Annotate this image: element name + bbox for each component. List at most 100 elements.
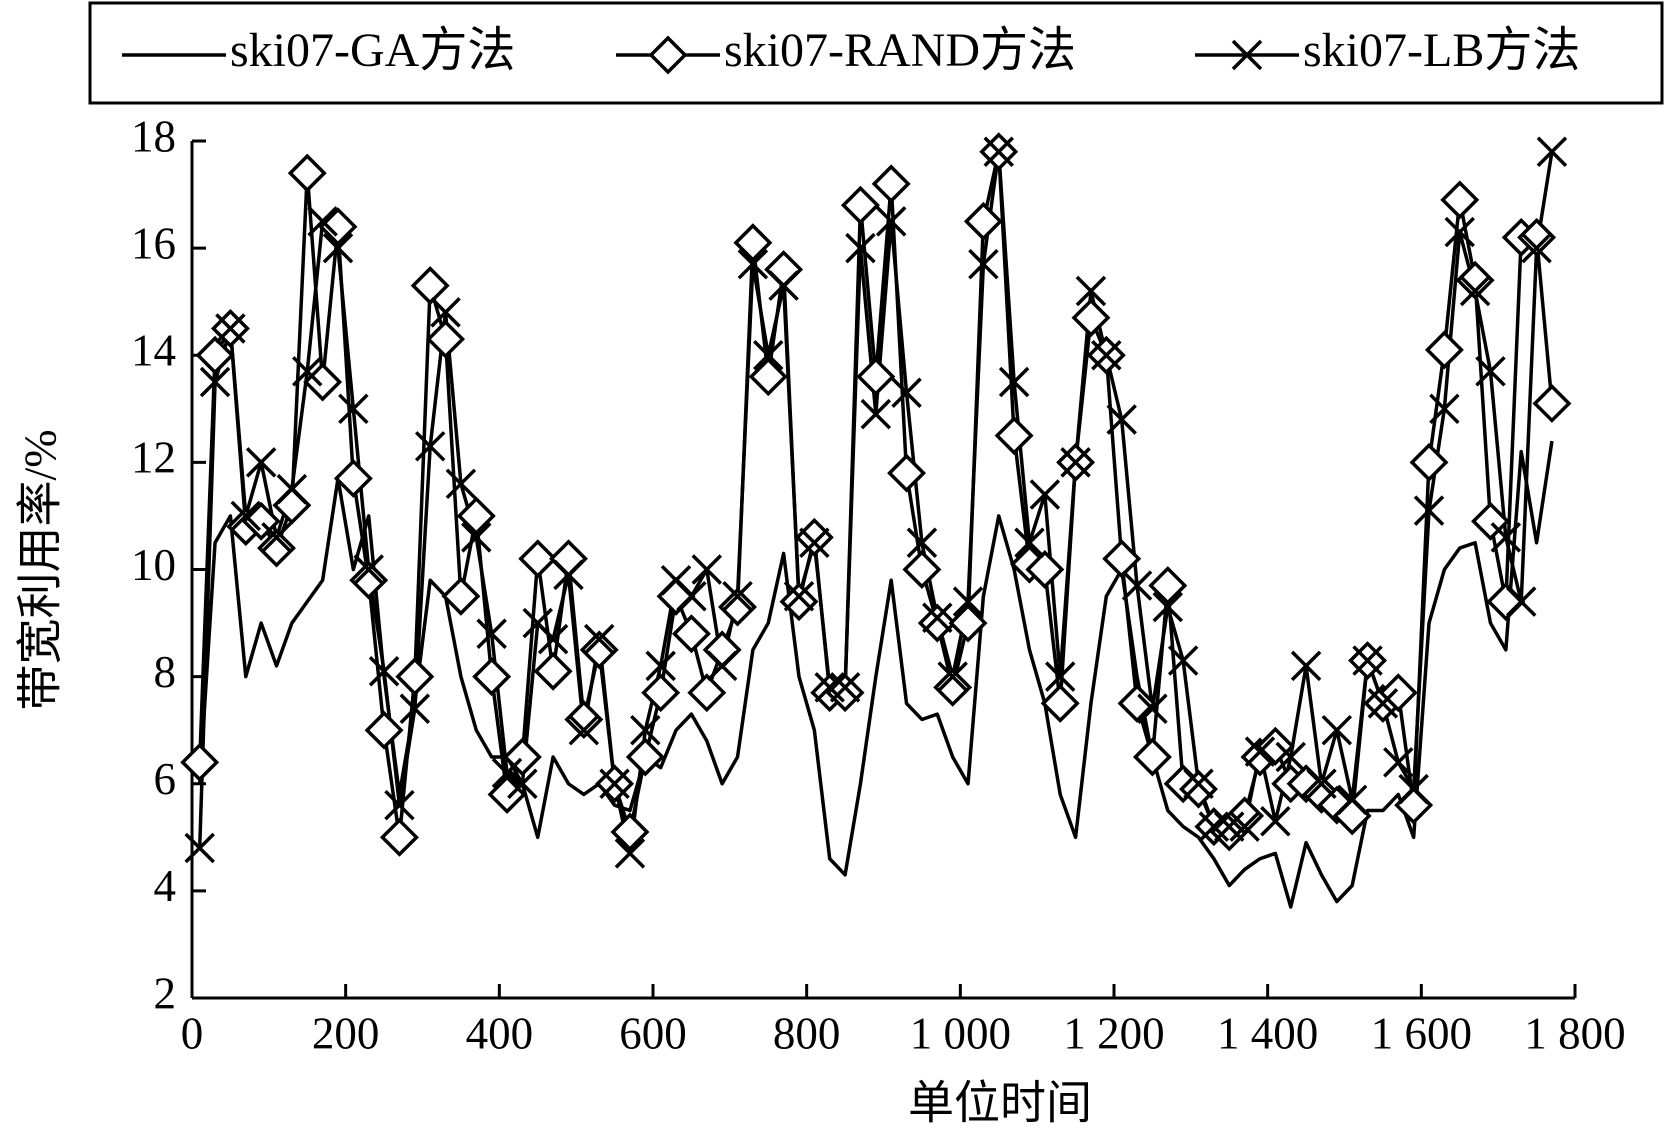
x-tick-label: 1 000 [910, 1008, 1011, 1058]
data-point [641, 673, 681, 713]
data-point [1321, 714, 1353, 746]
data-point [272, 485, 312, 525]
data-point [1106, 404, 1137, 435]
series-line [197, 149, 1554, 856]
data-point [379, 817, 419, 857]
data-point [1475, 356, 1506, 387]
data-point [1214, 811, 1245, 842]
y-tick-label: 4 [154, 861, 177, 911]
data-point [722, 581, 753, 612]
data-point [502, 737, 542, 777]
data-point [1255, 726, 1295, 766]
data-point [414, 431, 446, 462]
data-point [215, 313, 246, 344]
data-point [1409, 442, 1449, 482]
y-tick-label: 8 [154, 647, 177, 697]
data-point [368, 656, 400, 687]
legend-box [88, 1, 1664, 105]
data-point [718, 587, 757, 627]
data-point [1040, 683, 1080, 723]
data-point [902, 550, 942, 589]
data-point [753, 340, 784, 371]
data-point [349, 560, 389, 600]
data-point [1167, 645, 1199, 676]
data-point [1244, 736, 1276, 767]
data-point [783, 581, 815, 612]
data-point [1198, 811, 1230, 842]
data-point [553, 559, 584, 591]
data-point [799, 527, 830, 558]
data-point [257, 528, 296, 568]
data-point [952, 586, 984, 617]
data-point [998, 366, 1030, 398]
data-point [856, 357, 896, 397]
data-point [1029, 479, 1061, 510]
data-point [261, 522, 292, 553]
data-point [1025, 550, 1065, 589]
data-point [230, 500, 262, 532]
data-point [441, 576, 481, 616]
data-point [922, 602, 953, 633]
data-point [1398, 773, 1429, 805]
data-point [399, 693, 431, 725]
y-axis-label: 带宽利用率/% [15, 429, 66, 710]
series-line [197, 440, 1554, 909]
legend-marker [648, 35, 688, 75]
data-point [1455, 260, 1495, 300]
data-point [1521, 232, 1552, 264]
data-point [333, 458, 373, 498]
data-point [1306, 768, 1337, 799]
y-tick-label: 6 [154, 754, 177, 804]
data-point [1179, 769, 1218, 809]
data-point [549, 539, 588, 579]
data-point [307, 206, 338, 237]
data-point [1440, 180, 1480, 220]
y-tick-label: 18 [131, 111, 176, 161]
x-tick-label: 1 600 [1371, 1008, 1472, 1058]
x-tick-label: 400 [466, 1008, 534, 1058]
data-point [1137, 693, 1168, 725]
data-point [395, 657, 435, 697]
data-point [687, 673, 727, 713]
data-point [1102, 539, 1142, 579]
data-point [287, 153, 327, 193]
data-point [184, 832, 215, 864]
y-tick-label: 14 [131, 326, 176, 376]
data-point [1225, 796, 1265, 836]
x-tick-label: 600 [619, 1008, 687, 1058]
data-point [1383, 747, 1414, 778]
data-point [1517, 217, 1557, 257]
data-point [180, 742, 220, 782]
data-point [568, 714, 600, 746]
data-point [948, 603, 988, 643]
data-point [779, 582, 819, 622]
data-point [353, 554, 384, 585]
data-point [318, 207, 358, 247]
data-point [292, 356, 323, 387]
data-point [1367, 688, 1399, 719]
data-point [845, 232, 876, 264]
data-point [1075, 275, 1107, 307]
data-point [768, 270, 799, 301]
data-point [1424, 330, 1464, 370]
data-point [1459, 275, 1491, 307]
data-point [1091, 340, 1122, 371]
data-point [983, 136, 1014, 167]
x-tick-label: 1 800 [1524, 1008, 1625, 1058]
data-point [1290, 650, 1322, 682]
x-tick-label: 0 [181, 1008, 204, 1058]
data-point [1148, 566, 1188, 606]
data-point [445, 468, 477, 500]
y-tick-label: 16 [131, 218, 176, 268]
data-point [917, 603, 957, 643]
data-point [537, 623, 569, 655]
data-point [1121, 570, 1153, 601]
data-point [645, 650, 676, 682]
data-point [518, 539, 558, 579]
data-point [426, 319, 466, 359]
data-point [472, 657, 512, 697]
data-point [1152, 591, 1184, 623]
data-point [891, 377, 922, 408]
data-point [1429, 393, 1460, 425]
